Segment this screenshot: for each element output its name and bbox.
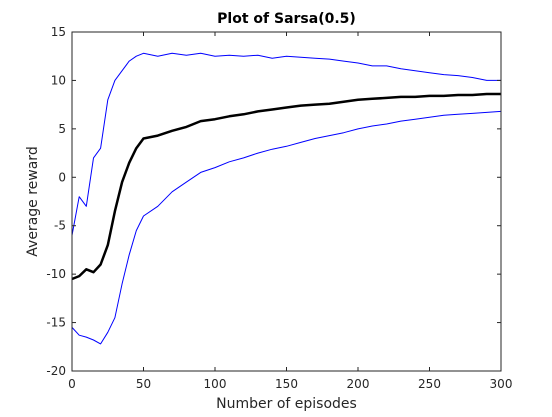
x-tick-label: 200 (347, 377, 370, 391)
series-line-1 (71, 52, 501, 236)
series-line-2 (71, 92, 501, 281)
y-tick-label: -5 (54, 219, 66, 233)
x-tick-label: 0 (68, 377, 76, 391)
y-tick-label: -15 (46, 316, 66, 330)
x-tick-label: 150 (275, 377, 298, 391)
y-tick-label: -20 (46, 364, 66, 378)
x-tick-label: 100 (204, 377, 227, 391)
y-tick-label: 10 (51, 73, 66, 87)
y-tick-label: -10 (46, 267, 66, 281)
x-tick-label: 250 (418, 377, 441, 391)
chart-title: Plot of Sarsa(0.5) (217, 11, 356, 27)
y-tick-label: 15 (51, 25, 66, 39)
y-tick-label: 5 (58, 122, 66, 136)
y-axis-ticks: -20 -15 -10 -5 0 5 10 15 (46, 25, 501, 378)
series-line-3 (71, 110, 502, 345)
x-axis-ticks: 0 50 100 150 200 250 300 (68, 32, 512, 391)
y-tick-label: 0 (58, 170, 66, 184)
x-tick-label: 50 (136, 377, 151, 391)
y-axis-label: Average reward (25, 146, 41, 256)
plot-lines (71, 52, 502, 345)
x-tick-label: 300 (490, 377, 513, 391)
x-axis-label: Number of episodes (216, 396, 357, 412)
